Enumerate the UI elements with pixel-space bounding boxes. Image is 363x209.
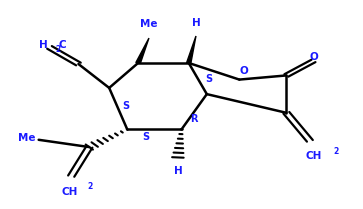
Text: S: S (142, 132, 149, 142)
Text: R: R (191, 114, 198, 124)
Text: 2: 2 (48, 45, 61, 54)
Text: C: C (58, 40, 66, 50)
Text: H: H (174, 166, 182, 176)
Text: Me: Me (17, 133, 35, 143)
Text: O: O (239, 66, 248, 76)
Text: CH: CH (61, 186, 78, 196)
Polygon shape (187, 36, 196, 63)
Text: CH: CH (305, 151, 322, 161)
Polygon shape (136, 38, 149, 63)
Text: H: H (192, 18, 200, 28)
Text: H: H (39, 40, 48, 50)
Text: O: O (309, 52, 318, 62)
Text: Me: Me (140, 19, 158, 29)
Text: S: S (205, 74, 212, 84)
Text: 2: 2 (87, 182, 93, 191)
Text: 2: 2 (333, 147, 339, 156)
Text: S: S (122, 101, 129, 111)
